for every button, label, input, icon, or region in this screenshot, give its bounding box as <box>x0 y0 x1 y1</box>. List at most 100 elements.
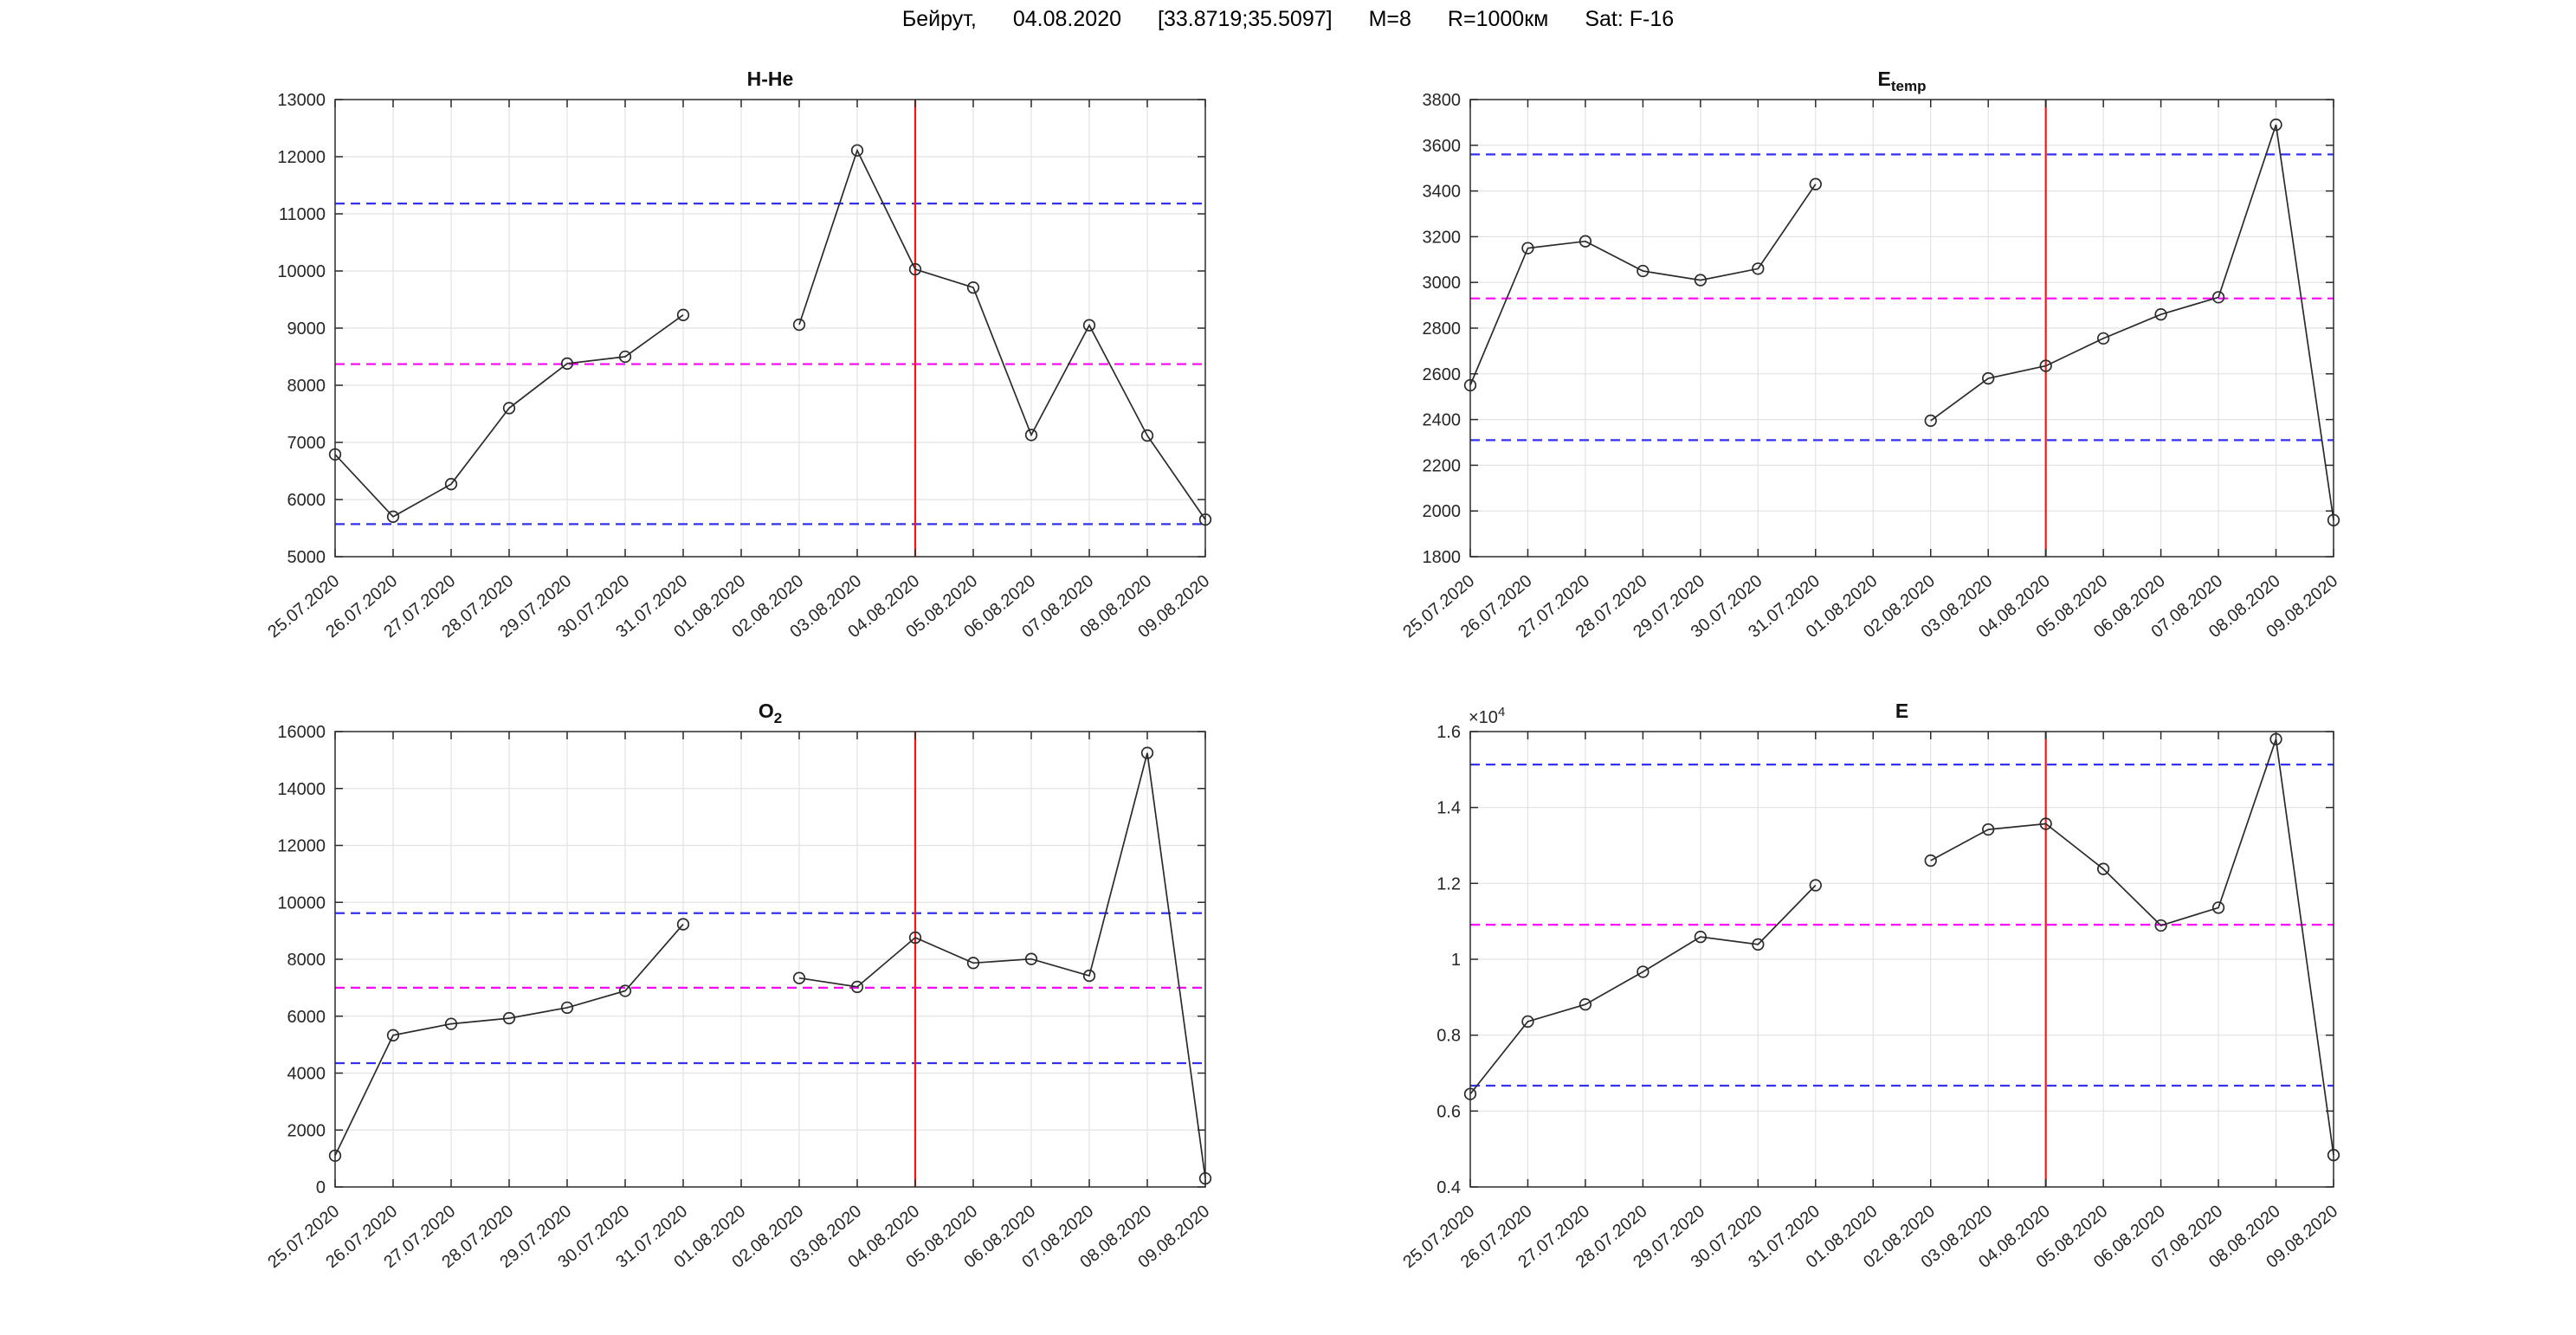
subplot-title: H-He <box>747 68 794 90</box>
data-point-marker <box>850 980 864 994</box>
y-tick-label: 8000 <box>287 951 326 970</box>
data-point-marker <box>2269 118 2282 132</box>
data-point-marker <box>1694 930 1708 944</box>
series-line <box>1469 738 2334 1156</box>
figure-title-coordinates: [33.8719;35.5097] <box>1158 7 1333 31</box>
y-tick-label: 2200 <box>1423 456 1462 475</box>
data-point-marker <box>1024 952 1038 965</box>
figure-title-radius: R=1000км <box>1447 7 1549 31</box>
data-point-marker <box>2096 862 2110 875</box>
y-tick-label: 0.6 <box>1436 1102 1461 1121</box>
data-point-marker <box>850 144 864 157</box>
y-tick-label: 2000 <box>1423 502 1462 521</box>
data-point-marker <box>1982 822 1995 836</box>
subplot-e: 0.40.60.811.21.41.625.07.202026.07.20202… <box>1399 700 2341 1272</box>
data-point-marker <box>792 971 806 984</box>
data-point-marker <box>1694 274 1708 287</box>
y-tick-label: 7000 <box>287 434 326 453</box>
y-tick-label: 12000 <box>277 837 326 856</box>
y-tick-label: 2800 <box>1423 319 1462 339</box>
data-point-marker <box>1579 998 1592 1011</box>
data-point-marker <box>1140 746 1154 759</box>
y-tick-label: 16000 <box>277 723 326 742</box>
y-tick-label: 12000 <box>277 148 326 167</box>
y-tick-label: 4000 <box>287 1065 326 1084</box>
data-point-marker <box>2211 291 2225 304</box>
data-point-marker <box>676 308 690 321</box>
data-point-marker <box>966 281 980 294</box>
data-point-marker <box>1082 319 1096 332</box>
y-tick-label: 6000 <box>287 491 326 510</box>
y-tick-label: 1 <box>1451 951 1461 970</box>
y-tick-label: 2000 <box>287 1121 326 1140</box>
figure-title-date: 04.08.2020 <box>1012 7 1121 31</box>
figure-title: Бейрут, 04.08.2020 [33.8719;35.5097] M=8… <box>0 7 2576 32</box>
data-point-marker <box>1809 879 1822 892</box>
data-point-marker <box>386 510 400 523</box>
data-point-marker <box>908 262 922 276</box>
y-tick-label: 9000 <box>287 319 326 339</box>
y-tick-label: 0 <box>316 1178 326 1197</box>
series-line <box>1469 124 2334 520</box>
y-tick-label: 1.2 <box>1436 874 1461 893</box>
data-point-marker <box>676 918 690 931</box>
y-tick-label: 10000 <box>277 262 326 281</box>
data-point-marker <box>1637 965 1650 978</box>
data-point-marker <box>1579 235 1592 248</box>
data-point-marker <box>2211 901 2225 914</box>
figure-title-satellite: Sat: F-16 <box>1585 7 1675 31</box>
y-tick-label: 0.4 <box>1436 1178 1461 1197</box>
y-tick-label: 0.8 <box>1436 1027 1461 1046</box>
data-point-marker <box>560 357 574 371</box>
data-point-marker <box>386 1029 400 1042</box>
data-point-marker <box>1637 264 1650 278</box>
y-tick-label: 1800 <box>1423 548 1462 567</box>
y-tick-label: 3000 <box>1423 274 1462 293</box>
y-tick-label: 3200 <box>1423 228 1462 247</box>
series-line <box>334 148 1206 520</box>
figure-title-location: Бейрут, <box>901 7 977 31</box>
data-point-marker <box>444 478 458 491</box>
y-tick-label: 3400 <box>1423 183 1462 202</box>
series-line <box>334 752 1206 1179</box>
y-tick-label: 8000 <box>287 377 326 396</box>
y-tick-label: 11000 <box>279 205 326 224</box>
data-point-marker <box>1521 1015 1534 1029</box>
data-point-marker <box>2039 359 2052 372</box>
data-point-marker <box>618 984 632 997</box>
data-point-marker <box>1752 262 1765 275</box>
subplot-e-temp: 1800 2000 2200 2400 2600 2800 3000 3200 3400 3600… <box>1399 68 2341 642</box>
data-point-marker <box>502 1011 516 1025</box>
data-point-marker <box>2039 817 2052 830</box>
data-point-marker <box>1521 242 1534 255</box>
data-point-marker <box>2154 308 2167 321</box>
y-tick-label: 3600 <box>1423 137 1462 156</box>
data-point-marker <box>966 957 980 970</box>
subplot-h-he: 5000 6000 7000 8000 9000 10000 11000 12000 13000… <box>264 68 1213 642</box>
data-point-marker <box>502 402 516 415</box>
data-point-marker <box>1809 177 1822 190</box>
subplot-title: O2 <box>759 700 782 726</box>
y-tick-label: 10000 <box>277 893 326 913</box>
y-tick-label: 14000 <box>277 780 326 799</box>
y-tick-label: 2400 <box>1423 411 1462 430</box>
data-point-marker <box>1752 938 1765 951</box>
figure-title-magnitude: M=8 <box>1368 7 1411 31</box>
data-point-marker <box>2154 919 2167 932</box>
y-tick-label: 13000 <box>277 91 326 110</box>
y-tick-label: 1.4 <box>1436 799 1461 818</box>
y-tick-label: 2600 <box>1423 365 1462 384</box>
data-point-marker <box>2096 332 2110 345</box>
data-point-marker <box>908 931 922 945</box>
data-point-marker <box>618 350 632 364</box>
data-point-marker <box>1024 429 1038 442</box>
y-tick-label: 3800 <box>1423 91 1462 110</box>
y-tick-label: 6000 <box>287 1008 326 1027</box>
data-point-marker <box>1140 429 1154 442</box>
subplot-title: E <box>1895 700 1908 722</box>
data-point-marker <box>792 318 806 332</box>
data-point-marker <box>1924 414 1937 428</box>
data-point-marker <box>1082 969 1096 983</box>
